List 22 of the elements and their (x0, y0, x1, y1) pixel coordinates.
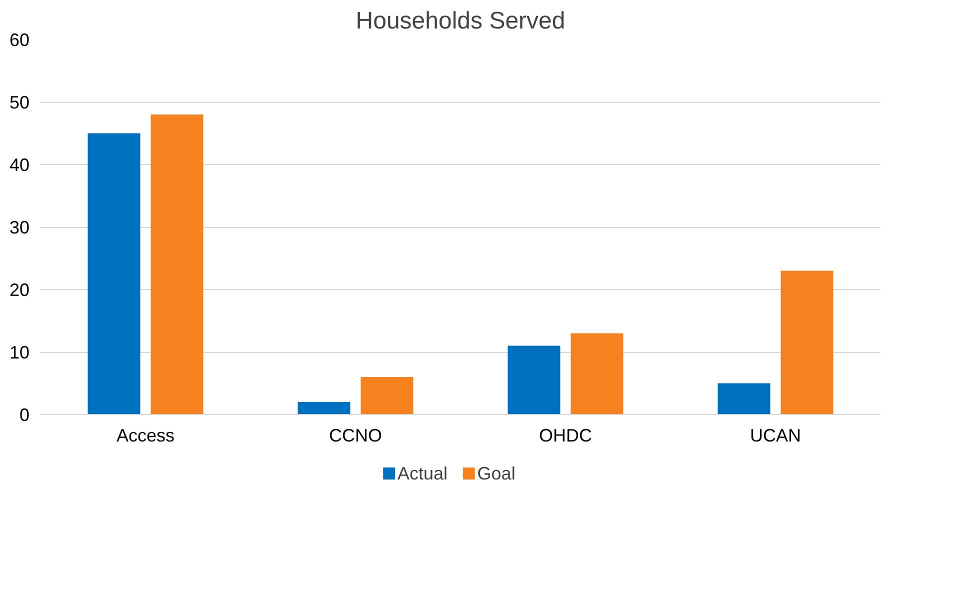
bar (780, 270, 834, 414)
bar (360, 377, 414, 414)
bar (718, 383, 770, 414)
x-tick-label: OHDC (539, 426, 592, 446)
legend-label: Actual (398, 464, 448, 484)
y-tick-label: 50 (9, 92, 30, 112)
x-tick-label: UCAN (750, 426, 802, 446)
y-tick-label: 30 (9, 218, 30, 238)
y-tick-label: 10 (9, 342, 30, 362)
y-tick-label: 60 (9, 30, 30, 50)
y-tick-label: 40 (9, 155, 30, 175)
bar (150, 114, 204, 414)
y-tick-label: 0 (19, 405, 30, 425)
legend-label: Goal (477, 464, 516, 484)
x-tick-label: CCNO (329, 426, 382, 446)
bar (508, 346, 560, 414)
bar (88, 133, 140, 414)
bar (570, 333, 624, 414)
bar (298, 402, 350, 414)
chart-title: Households Served (356, 8, 566, 34)
x-tick-label: Access (116, 426, 175, 446)
y-tick-label: 20 (9, 280, 30, 300)
